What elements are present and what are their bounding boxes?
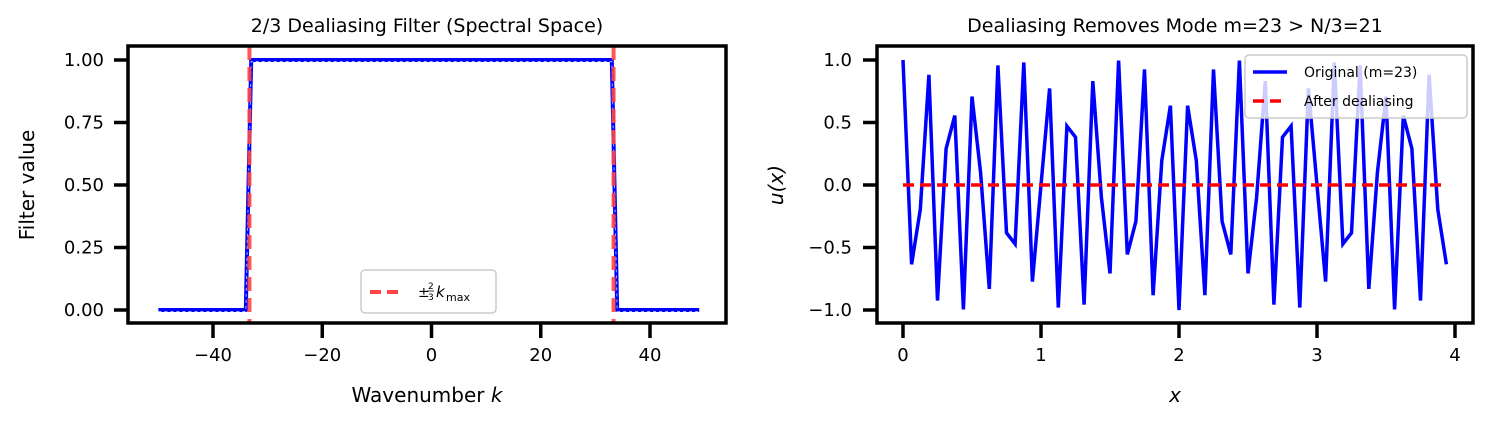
right-y-ticks: −1.0 −0.5 0.0 0.5 1.0: [808, 50, 877, 321]
right-x-axis-label: x: [1168, 383, 1181, 407]
x-tick-label: 40: [639, 345, 662, 366]
left-legend: ± 2 3 k max: [360, 269, 497, 314]
x-tick-label: 20: [529, 345, 552, 366]
filter-dotted-overlay: [158, 61, 700, 312]
x-tick-label: −40: [194, 345, 232, 366]
left-chart: 2/3 Dealiasing Filter (Spectral Space) −…: [15, 15, 728, 407]
right-chart-title: Dealiasing Removes Mode m=23 > N/3=21: [967, 15, 1383, 37]
x-tick-label: 1: [1035, 345, 1046, 366]
right-legend: Original (m=23) After dealiasing: [1244, 54, 1468, 119]
x-tick-label: 3: [1311, 345, 1322, 366]
x-tick-label: 0: [426, 345, 437, 366]
y-tick-label: 1.0: [823, 50, 852, 71]
y-tick-label: 0.5: [823, 113, 852, 134]
left-x-axis-label: Wavenumber k: [352, 383, 504, 407]
right-y-axis-label: u(x): [764, 165, 788, 205]
right-x-ticks: 0 1 2 3 4: [897, 323, 1461, 366]
svg-text:2: 2: [428, 282, 434, 292]
y-tick-label: 0.0: [823, 175, 852, 196]
right-plot-area: [901, 59, 1449, 311]
right-chart: Dealiasing Removes Mode m=23 > N/3=21 0 1…: [764, 15, 1475, 407]
legend-label-original: Original (m=23): [1304, 65, 1417, 81]
y-tick-label: 0.00: [64, 300, 104, 321]
left-legend-label: ± 2 3 k max: [418, 282, 470, 304]
left-y-ticks: 0.00 0.25 0.50 0.75 1.00: [64, 50, 128, 321]
svg-text:max: max: [446, 291, 470, 304]
x-tick-label: 0: [897, 345, 908, 366]
y-tick-label: 0.25: [64, 238, 104, 259]
x-tick-label: −20: [303, 345, 341, 366]
x-tick-label: 2: [1173, 345, 1184, 366]
x-tick-label: 4: [1449, 345, 1460, 366]
y-tick-label: 0.50: [64, 175, 104, 196]
left-x-ticks: −40 −20 0 20 40: [194, 323, 661, 366]
left-legend-box: [360, 269, 497, 314]
left-chart-title: 2/3 Dealiasing Filter (Spectral Space): [251, 15, 603, 37]
y-tick-label: −0.5: [808, 238, 852, 259]
svg-text:3: 3: [428, 293, 434, 303]
legend-label-dealiased: After dealiasing: [1304, 94, 1413, 110]
left-plot-area: [158, 46, 700, 323]
y-tick-label: 1.00: [64, 50, 104, 71]
svg-text:±: ±: [418, 285, 430, 301]
original-signal-line: [901, 59, 1449, 311]
right-legend-box: [1244, 54, 1468, 119]
y-tick-label: 0.75: [64, 113, 104, 134]
svg-text:k: k: [436, 283, 446, 301]
y-tick-label: −1.0: [808, 300, 852, 321]
left-y-axis-label: Filter value: [15, 130, 39, 241]
